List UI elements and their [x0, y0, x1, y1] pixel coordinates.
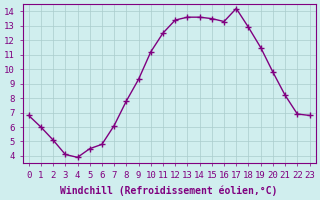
X-axis label: Windchill (Refroidissement éolien,°C): Windchill (Refroidissement éolien,°C) [60, 185, 278, 196]
